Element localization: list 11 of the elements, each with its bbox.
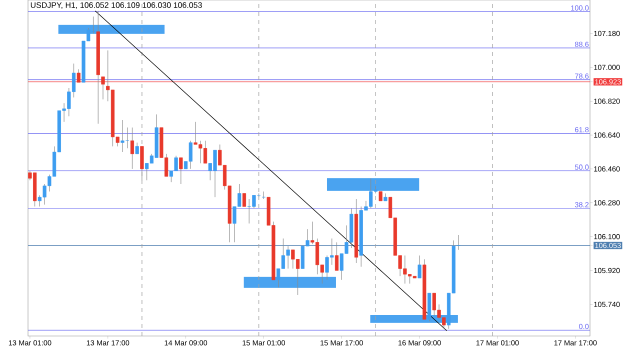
candlestick [418,255,422,278]
candlestick [135,142,139,154]
candlestick [76,68,80,83]
candlestick [130,127,134,170]
candlestick [378,191,382,202]
candlestick [242,193,246,207]
candlestick [140,146,144,181]
candlestick [334,242,339,271]
chart-title: USDJPY, H1, 106.052 106.109 106.030 106.053 [30,2,202,9]
candlestick [179,157,183,184]
candlestick [101,76,105,100]
